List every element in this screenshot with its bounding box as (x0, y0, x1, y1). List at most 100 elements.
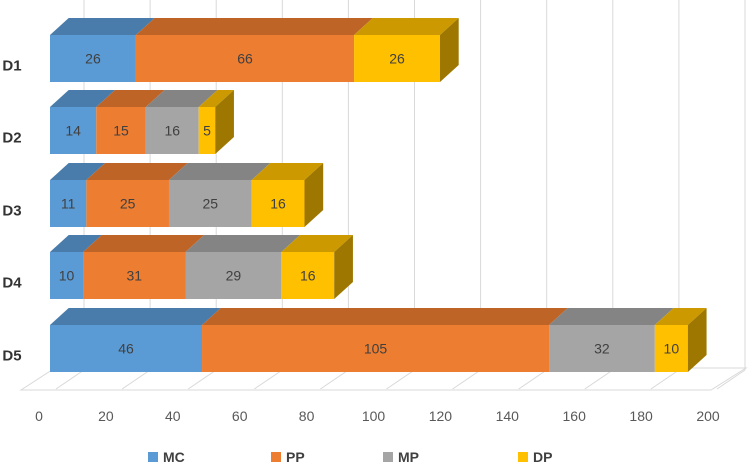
legend-label-MC: MC (163, 449, 185, 465)
bar-D3-PP (86, 163, 188, 227)
bar-front-face (251, 180, 305, 227)
bar-D2-DP (198, 90, 234, 154)
bar-top-face (168, 163, 271, 180)
data-label-D3-MP: 25 (203, 196, 219, 212)
bar-side-face (687, 308, 707, 372)
data-labels: 26 66 26 14 15 16 5 11 25 25 16 10 31 29 16 46 105 32 10 (59, 51, 680, 357)
tick-label-200: 200 (696, 408, 720, 424)
tick-label-0: 0 (35, 408, 43, 424)
data-label-D2-MC: 14 (65, 123, 81, 139)
bar-front-face (86, 180, 169, 227)
bar-front-face (354, 35, 440, 82)
data-label-D2-MP: 16 (164, 123, 180, 139)
gridline-floor-0 (55, 369, 85, 390)
legend-item-DP: DP (518, 449, 552, 465)
data-label-D5-PP: 105 (364, 341, 388, 357)
bar-top-face (135, 18, 373, 35)
bar-side-face (439, 18, 459, 82)
legend-swatch-PP (271, 452, 281, 462)
bar-side-face (334, 235, 353, 299)
value-axis: 0 20 40 60 80 100 120 140 160 180 200 (35, 408, 720, 424)
bar-D1-DP (354, 18, 459, 82)
data-label-D5-DP: 10 (664, 341, 680, 357)
bar-top-face (202, 308, 568, 325)
bar-top-face (50, 308, 221, 325)
bar-D2-MC (50, 90, 115, 154)
bar-top-face (50, 90, 115, 107)
bar-front-face (50, 35, 136, 82)
bar-D4-MC (50, 235, 102, 299)
bar-D2-PP (96, 90, 165, 154)
bar-D1-MC (50, 18, 155, 82)
gridline-floor-120 (452, 369, 481, 390)
bar-D2-MP (145, 90, 218, 154)
data-label-D5-MP: 32 (594, 341, 610, 357)
bar-front-face (654, 325, 688, 372)
data-label-D4-MC: 10 (59, 268, 75, 284)
category-label-D2: D2 (2, 130, 21, 147)
gridline-floor-100 (386, 369, 415, 390)
bar-top-face (549, 308, 674, 325)
category-label-D3: D3 (2, 203, 21, 220)
bar-front-face (145, 107, 199, 154)
category-label-D4: D4 (2, 275, 22, 292)
legend-item-PP: PP (271, 449, 305, 465)
gridline-floor-200 (716, 369, 746, 390)
gridline-floor-140 (518, 369, 547, 390)
data-label-D5-MC: 46 (118, 341, 134, 357)
bar-side-face (215, 90, 234, 154)
bar-D4-MP (185, 235, 301, 299)
bar-front-face (168, 180, 252, 227)
bar-front-face (135, 35, 355, 82)
tick-label-160: 160 (563, 408, 587, 424)
floor-outline (19, 367, 748, 391)
legend-swatch-DP (518, 452, 528, 462)
bar-top-face (198, 90, 234, 107)
gridline-floor-180 (650, 369, 680, 390)
bar-front-face (198, 107, 216, 154)
bars (50, 18, 707, 372)
category-label-D5: D5 (2, 348, 21, 365)
tick-label-60: 60 (232, 408, 248, 424)
bar-D4-DP (281, 235, 353, 299)
bar-front-face (202, 325, 550, 372)
data-label-D4-DP: 16 (300, 268, 316, 284)
gridline-floor-80 (320, 369, 349, 390)
bar-front-face (50, 180, 87, 227)
data-label-D2-DP: 5 (203, 123, 211, 139)
data-label-D1-DP: 26 (389, 51, 405, 67)
tick-label-140: 140 (496, 408, 520, 424)
bar-side-face (304, 163, 324, 227)
bar-top-face (50, 163, 106, 180)
legend-label-MP: MP (398, 449, 419, 465)
data-label-D4-PP: 31 (126, 268, 142, 284)
bar-front-face (281, 252, 335, 299)
data-label-D2-PP: 15 (113, 123, 129, 139)
tick-label-20: 20 (98, 408, 114, 424)
bar-front-face (50, 107, 97, 154)
bar-D5-PP (202, 308, 568, 372)
bar-D3-MC (50, 163, 106, 227)
bar-D1-PP (135, 18, 373, 82)
chart-floor (19, 367, 748, 391)
bar-top-face (50, 235, 102, 252)
legend-item-MP: MP (383, 449, 419, 465)
bar-top-face (96, 90, 165, 107)
bar-D4-PP (83, 235, 205, 299)
data-label-D1-PP: 66 (237, 51, 253, 67)
bar-D5-MP (549, 308, 674, 372)
data-label-D3-MC: 11 (61, 196, 76, 212)
bar-front-face (185, 252, 282, 299)
bar-front-face (83, 252, 186, 299)
bar-front-face (50, 252, 84, 299)
gridline-floor-160 (584, 369, 614, 390)
legend-swatch-MP (383, 452, 393, 462)
bar-D5-MC (50, 308, 221, 372)
category-axis: D1 D2 D3 D4 D5 (2, 58, 22, 365)
data-label-D1-MC: 26 (85, 51, 101, 67)
data-label-D3-DP: 16 (270, 196, 286, 212)
tick-label-180: 180 (629, 408, 653, 424)
bar-top-face (83, 235, 205, 252)
category-label-D1: D1 (2, 58, 21, 75)
bar-D5-DP (654, 308, 707, 372)
